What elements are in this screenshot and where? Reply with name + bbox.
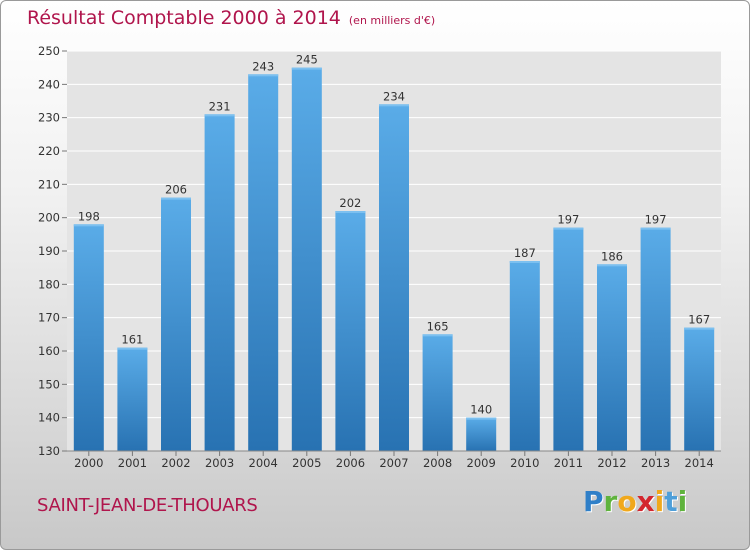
x-axis: 2000 2001 2002 2003 2004 2005 2006 2007 2008 2009…: [74, 451, 714, 470]
x-tick-label: 2002: [161, 456, 190, 470]
x-tick-label: 2008: [423, 456, 452, 470]
x-tick-label: 2001: [118, 456, 147, 470]
data-label: 245: [296, 53, 318, 67]
data-label: 198: [78, 209, 100, 223]
y-tick-label: 180: [38, 277, 60, 291]
x-tick-label: 2004: [249, 456, 278, 470]
data-label: 165: [427, 319, 449, 333]
bar-highlight: [466, 417, 497, 420]
bar: [248, 74, 279, 451]
data-labels: 198 161 206 231 243 245 202 234 165 140 187 197 186 1…: [78, 53, 710, 417]
x-tick-label: 2005: [292, 456, 321, 470]
y-tick-label: 210: [38, 177, 60, 191]
logo-letter: t: [664, 485, 678, 518]
x-tick-label: 2011: [554, 456, 583, 470]
data-label: 167: [688, 313, 710, 327]
logo-letter: r: [603, 485, 618, 518]
x-tick-label: 2012: [597, 456, 626, 470]
bar: [509, 261, 540, 451]
bar-highlight: [597, 264, 627, 267]
bar-highlight: [422, 334, 453, 337]
data-label: 140: [470, 403, 492, 417]
data-label: 234: [383, 89, 405, 103]
data-label: 197: [557, 213, 579, 227]
x-tick-label: 2003: [205, 456, 234, 470]
data-label: 202: [339, 196, 361, 210]
bar: [291, 67, 322, 452]
y-tick-label: 240: [38, 77, 60, 91]
y-axis: 130 140 150 160 170 180 190 200 210 220 230 240 250: [38, 44, 67, 458]
bar-highlight: [248, 74, 279, 77]
y-tick-label: 160: [38, 344, 60, 358]
y-tick-label: 170: [38, 311, 60, 325]
bar-highlight: [379, 104, 409, 107]
bar-highlight: [73, 224, 104, 227]
bar: [553, 227, 584, 451]
bar-highlight: [161, 197, 191, 200]
logo-letter: i: [654, 485, 665, 518]
bar: [161, 197, 191, 451]
chart-title-text: Résultat Comptable 2000 à 2014: [27, 7, 341, 29]
bar: [117, 347, 148, 451]
bars: [73, 67, 715, 452]
logo-letter: i: [677, 485, 688, 518]
bar: [335, 211, 366, 451]
x-tick-label: 2010: [510, 456, 539, 470]
x-tick-label: 2014: [685, 456, 714, 470]
bar: [597, 264, 627, 451]
bar-highlight: [204, 114, 235, 117]
x-tick-label: 2006: [336, 456, 365, 470]
y-tick-label: 190: [38, 244, 60, 258]
data-label: 231: [209, 99, 231, 113]
chart-title: Résultat Comptable 2000 à 2014 (en millie…: [27, 7, 435, 29]
bar: [640, 227, 671, 451]
bar-highlight: [335, 211, 366, 213]
y-tick-label: 230: [38, 111, 60, 125]
bar-highlight: [684, 327, 715, 330]
proxiti-logo: Proxiti: [583, 485, 687, 518]
x-tick-label: 2000: [74, 456, 103, 470]
data-label: 243: [252, 59, 274, 73]
bar: [204, 114, 235, 451]
chart-unit: (en milliers d'€): [348, 14, 436, 27]
y-tick-label: 200: [38, 211, 60, 225]
bar: [379, 104, 409, 451]
bar: [73, 224, 104, 451]
bar: [422, 334, 453, 451]
x-tick-label: 2007: [379, 456, 408, 470]
y-tick-label: 250: [38, 44, 60, 58]
bar-highlight: [509, 261, 540, 263]
bar: [684, 327, 715, 451]
logo-letter: x: [636, 485, 655, 518]
logo-letter: o: [617, 485, 637, 518]
data-label: 186: [601, 249, 623, 263]
data-label: 187: [514, 246, 536, 260]
y-tick-label: 130: [38, 444, 60, 458]
data-label: 161: [121, 333, 143, 347]
bar: [466, 417, 497, 451]
y-tick-label: 140: [38, 411, 60, 425]
data-label: 206: [165, 183, 187, 197]
data-label: 197: [645, 213, 667, 227]
bar-highlight: [553, 227, 584, 230]
commune-name: SAINT-JEAN-DE-THOUARS: [37, 495, 258, 516]
y-tick-label: 220: [38, 144, 60, 158]
bar-highlight: [640, 227, 671, 230]
bar-highlight: [291, 67, 322, 70]
logo-letter: P: [583, 485, 604, 518]
bar-highlight: [117, 347, 148, 350]
y-tick-label: 150: [38, 377, 60, 391]
x-tick-label: 2009: [467, 456, 496, 470]
x-tick-label: 2013: [641, 456, 670, 470]
